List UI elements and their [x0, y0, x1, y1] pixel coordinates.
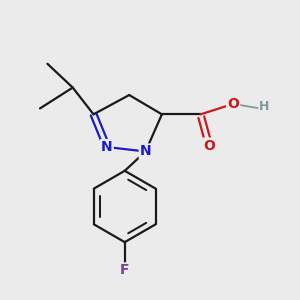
Text: O: O [227, 97, 239, 111]
Text: O: O [203, 139, 215, 152]
Text: N: N [140, 145, 152, 158]
Text: H: H [259, 100, 270, 113]
Text: F: F [120, 263, 130, 278]
Text: N: N [101, 140, 113, 154]
